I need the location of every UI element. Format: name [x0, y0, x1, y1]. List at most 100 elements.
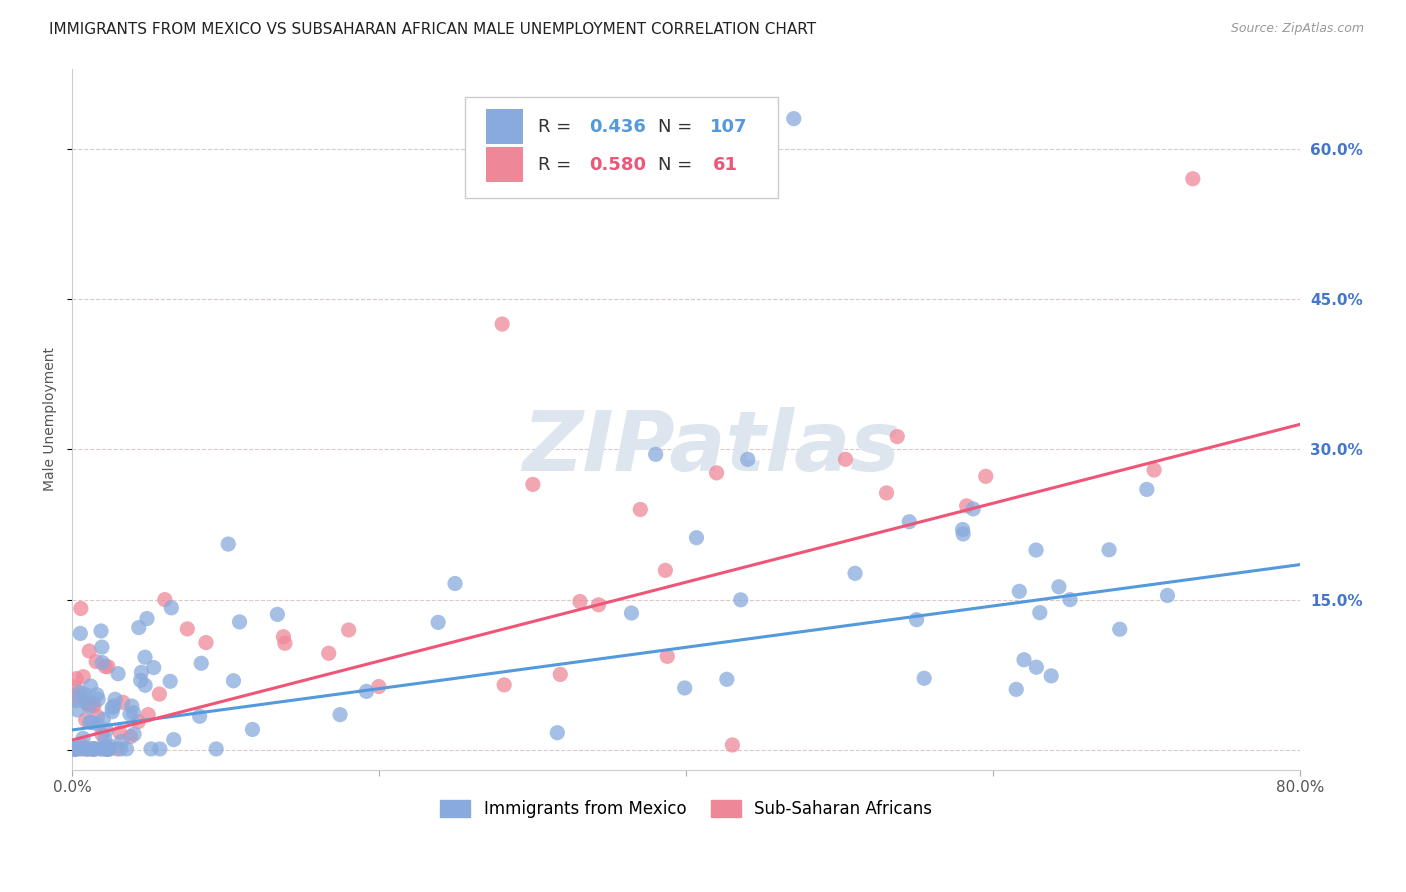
Point	[176, 622, 198, 636]
Point	[98, 739, 121, 753]
Point	[134, 678, 156, 692]
Point	[673, 681, 696, 695]
Point	[94, 742, 117, 756]
Text: 0.436: 0.436	[589, 118, 647, 136]
Point	[568, 594, 591, 608]
Point	[657, 649, 679, 664]
Point	[69, 742, 91, 756]
Point	[136, 611, 159, 625]
Text: N =: N =	[658, 118, 699, 136]
Point	[66, 703, 89, 717]
Point	[1059, 592, 1081, 607]
Point	[644, 447, 666, 461]
Point	[444, 576, 467, 591]
Text: N =: N =	[658, 155, 699, 174]
Point	[886, 429, 908, 443]
Point	[427, 615, 450, 630]
Point	[159, 674, 181, 689]
Point	[90, 742, 112, 756]
Point	[956, 499, 979, 513]
Text: 61: 61	[713, 155, 738, 174]
Point	[107, 666, 129, 681]
Point	[205, 742, 228, 756]
Point	[1040, 669, 1063, 683]
Point	[97, 742, 120, 756]
Point	[76, 697, 98, 711]
Point	[76, 742, 98, 756]
Point	[329, 707, 352, 722]
Point	[898, 515, 921, 529]
Point	[66, 687, 89, 701]
Point	[136, 707, 159, 722]
Point	[77, 644, 100, 658]
Point	[91, 656, 114, 670]
Point	[69, 626, 91, 640]
Point	[266, 607, 288, 622]
Point	[134, 650, 156, 665]
Text: ZIPatlas: ZIPatlas	[522, 407, 900, 488]
Point	[84, 655, 107, 669]
Point	[90, 742, 112, 756]
Point	[87, 692, 110, 706]
Point	[1047, 580, 1070, 594]
Legend: Immigrants from Mexico, Sub-Saharan Africans: Immigrants from Mexico, Sub-Saharan Afri…	[433, 793, 939, 825]
Point	[76, 742, 98, 756]
Point	[82, 697, 104, 711]
Point	[876, 486, 898, 500]
FancyBboxPatch shape	[486, 109, 523, 145]
Point	[367, 680, 389, 694]
Text: R =: R =	[537, 155, 576, 174]
FancyBboxPatch shape	[486, 147, 523, 182]
FancyBboxPatch shape	[465, 96, 779, 198]
Point	[620, 606, 643, 620]
Point	[82, 742, 104, 756]
Point	[73, 687, 96, 701]
Point	[131, 665, 153, 680]
Point	[77, 742, 100, 756]
Point	[844, 566, 866, 581]
Point	[82, 742, 104, 756]
Point	[101, 705, 124, 719]
Point	[163, 732, 186, 747]
Point	[337, 623, 360, 637]
Point	[65, 672, 87, 686]
Point	[90, 624, 112, 638]
Point	[242, 723, 264, 737]
Text: 0.580: 0.580	[589, 155, 647, 174]
Point	[494, 678, 516, 692]
Point	[82, 742, 104, 756]
Point	[195, 635, 218, 649]
Text: Source: ZipAtlas.com: Source: ZipAtlas.com	[1230, 22, 1364, 36]
Point	[86, 709, 108, 723]
Point	[912, 671, 935, 685]
Point	[706, 466, 728, 480]
Point	[1029, 606, 1052, 620]
Point	[905, 613, 928, 627]
Point	[1136, 483, 1159, 497]
Point	[1025, 660, 1047, 674]
Point	[75, 713, 97, 727]
Point	[65, 742, 87, 756]
Point	[69, 601, 91, 615]
Point	[222, 673, 245, 688]
Point	[94, 739, 117, 754]
Point	[974, 469, 997, 483]
Point	[75, 742, 97, 756]
Point	[96, 742, 118, 756]
Point	[737, 452, 759, 467]
Point	[1005, 682, 1028, 697]
Point	[952, 527, 974, 541]
Point	[122, 706, 145, 720]
Point	[69, 685, 91, 699]
Point	[79, 679, 101, 693]
Point	[86, 688, 108, 702]
Point	[783, 112, 806, 126]
Point	[548, 667, 571, 681]
Point	[65, 693, 87, 707]
Point	[75, 692, 97, 706]
Point	[97, 659, 120, 673]
Point	[628, 502, 651, 516]
Point	[103, 698, 125, 713]
Point	[72, 742, 94, 756]
Point	[79, 715, 101, 730]
